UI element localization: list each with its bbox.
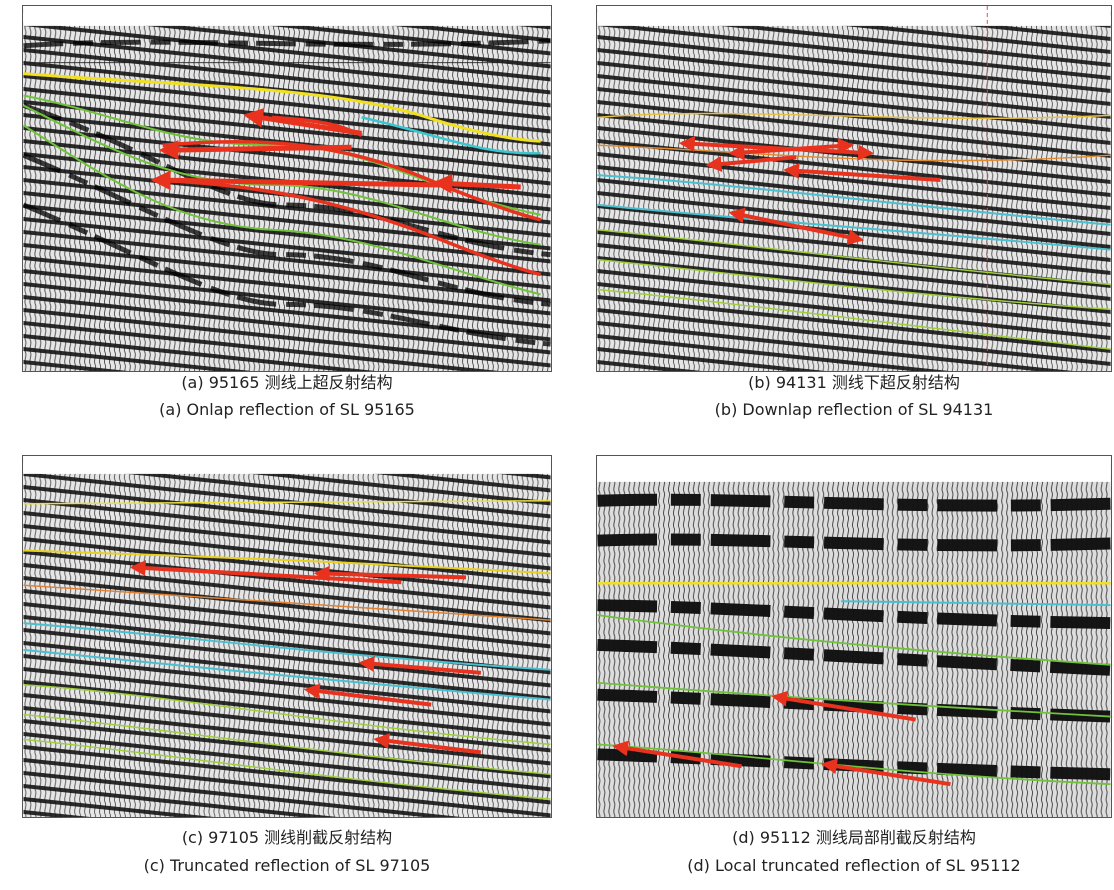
caption-zh: (a) 95165 测线上超反射结构: [7, 373, 567, 393]
caption-en: (a) Onlap reflection of SL 95165: [7, 400, 567, 420]
caption-zh: (b) 94131 测线下超反射结构: [574, 373, 1114, 393]
caption-en: (b) Downlap reflection of SL 94131: [574, 400, 1114, 420]
figure-page: (a) 95165 测线上超反射结构 (a) Onlap reflection …: [0, 0, 1114, 890]
seismic-panel: [22, 5, 552, 372]
caption-zh: (d) 95112 测线局部削截反射结构: [574, 828, 1114, 848]
seismic-panel: [22, 455, 552, 818]
caption-en: (d) Local truncated reflection of SL 951…: [574, 856, 1114, 876]
seismic-panel: [596, 455, 1112, 818]
caption-en: (c) Truncated reflection of SL 97105: [7, 856, 567, 876]
caption-zh: (c) 97105 测线削截反射结构: [7, 828, 567, 848]
seismic-panel: [596, 5, 1112, 372]
